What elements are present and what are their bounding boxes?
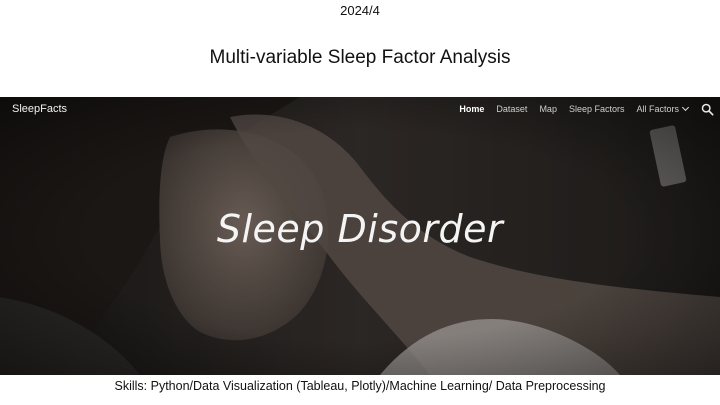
site-navbar: SleepFacts Home Dataset Map Sleep Factor… (0, 97, 720, 123)
hero-background-photo (0, 97, 720, 375)
search-icon[interactable] (701, 103, 714, 116)
nav-home[interactable]: Home (459, 104, 485, 114)
site-brand[interactable]: SleepFacts (12, 103, 68, 115)
website-screenshot: SleepFacts Home Dataset Map Sleep Factor… (0, 97, 720, 375)
nav-dataset[interactable]: Dataset (496, 104, 528, 114)
nav-map[interactable]: Map (539, 104, 557, 114)
nav-links: Home Dataset Map Sleep Factors All Facto… (459, 103, 690, 114)
nav-all-factors-label: All Factors (636, 104, 679, 114)
hero-heading: Sleep Disorder (216, 207, 504, 251)
slide-title: Multi-variable Sleep Factor Analysis (209, 47, 511, 68)
nav-all-factors[interactable]: All Factors (636, 103, 690, 114)
nav-sleep-factors[interactable]: Sleep Factors (568, 104, 625, 114)
chevron-down-icon (681, 103, 690, 112)
skills-caption: Skills: Python/Data Visualization (Table… (114, 379, 606, 393)
slide-date: 2024/4 (340, 3, 380, 18)
